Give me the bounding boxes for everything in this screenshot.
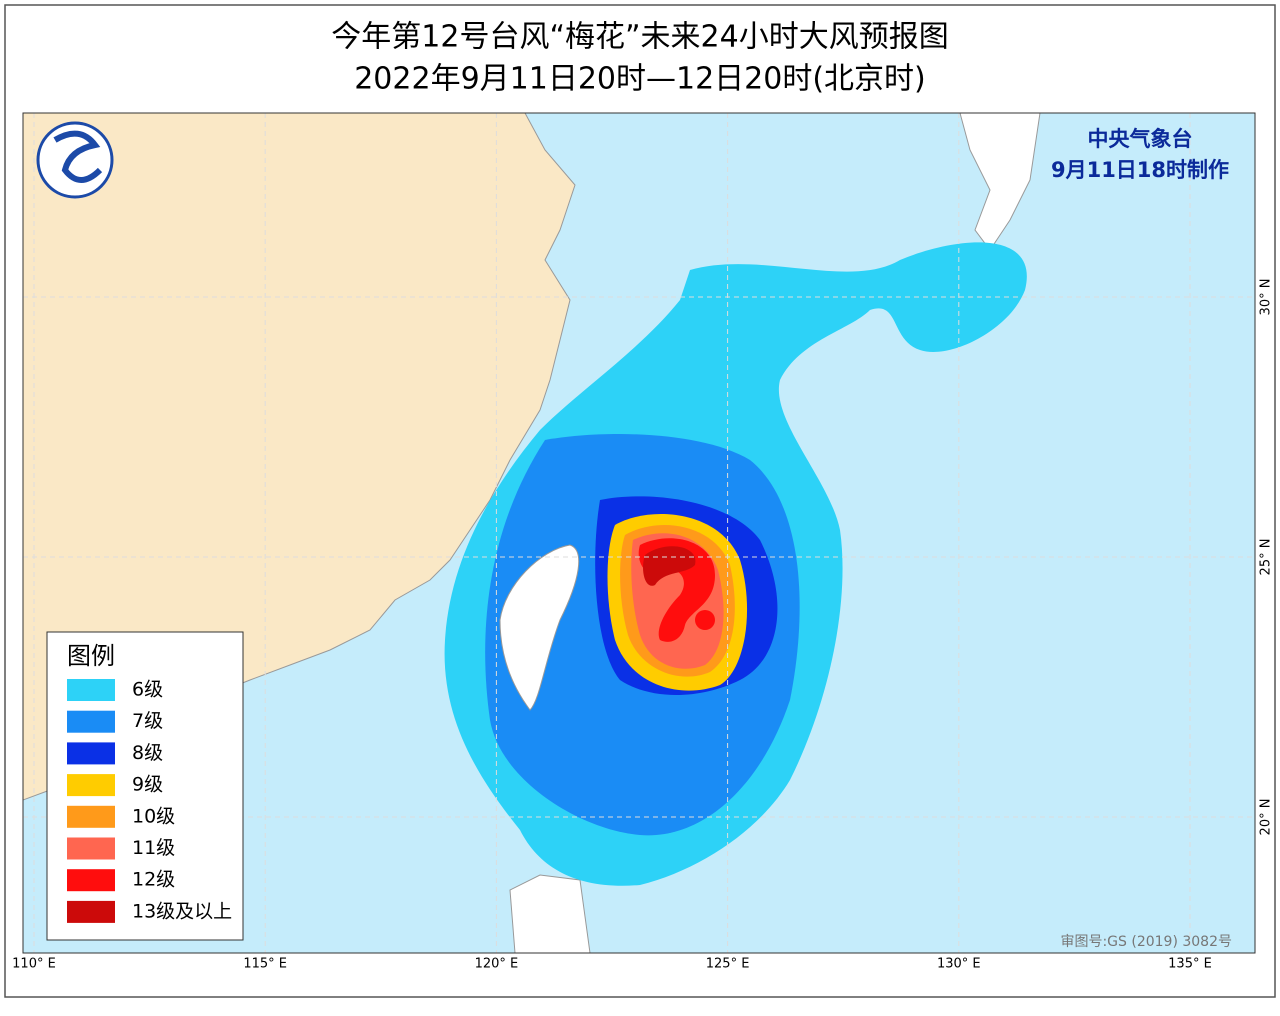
lat-label: 25° N	[1259, 539, 1274, 576]
map-border	[22, 112, 1256, 954]
lon-label: 120° E	[475, 957, 519, 972]
subtitle: 2022年9月11日20时—12日20时(北京时)	[354, 62, 926, 97]
legend-swatch	[67, 837, 115, 860]
zone-13	[643, 546, 696, 586]
legend-swatch	[67, 774, 115, 797]
legend-label: 6级	[132, 679, 163, 701]
lon-label: 125° E	[706, 957, 750, 972]
lat-label: 30° N	[1259, 279, 1274, 316]
wind-zones	[444, 242, 1027, 886]
lat-label: 20° N	[1259, 799, 1274, 836]
legend-swatch	[67, 805, 115, 828]
lon-label: 130° E	[937, 957, 981, 972]
approval: 审图号:GS (2019) 3082号	[1060, 934, 1232, 950]
taiwan	[499, 544, 580, 711]
legend: 图例 6级 7级 8级 9级 10级 11级 12级 13级及以上	[46, 631, 244, 941]
legend-label: 13级及以上	[132, 900, 232, 922]
legend-label: 12级	[132, 869, 175, 891]
lon-label: 110° E	[12, 957, 56, 972]
legend-label: 8级	[132, 742, 163, 764]
graticule	[23, 113, 1255, 953]
legend-label: 10级	[132, 805, 175, 827]
axis-labels: 110° E 115° E 120° E 125° E 130° E 135° E 30° …	[12, 279, 1273, 972]
legend-swatch	[67, 742, 115, 765]
legend-swatch	[67, 679, 115, 701]
legend-swatch	[67, 710, 115, 733]
issued: 9月11日18时制作	[1051, 158, 1229, 182]
legend-title: 图例	[67, 642, 115, 670]
lon-label: 135° E	[1168, 957, 1212, 972]
legend-label: 9级	[132, 774, 163, 796]
legend-swatch	[67, 869, 115, 892]
logo	[36, 121, 114, 199]
logo-mark	[53, 130, 103, 183]
lon-label: 115° E	[243, 957, 287, 972]
agency: 中央气象台	[1088, 127, 1193, 151]
legend-swatch	[67, 900, 115, 923]
philippines	[509, 874, 591, 953]
legend-label: 7级	[132, 710, 163, 732]
title: 今年第12号台风“梅花”未来24小时大风预报图	[331, 20, 948, 55]
legend-label: 11级	[132, 837, 175, 859]
